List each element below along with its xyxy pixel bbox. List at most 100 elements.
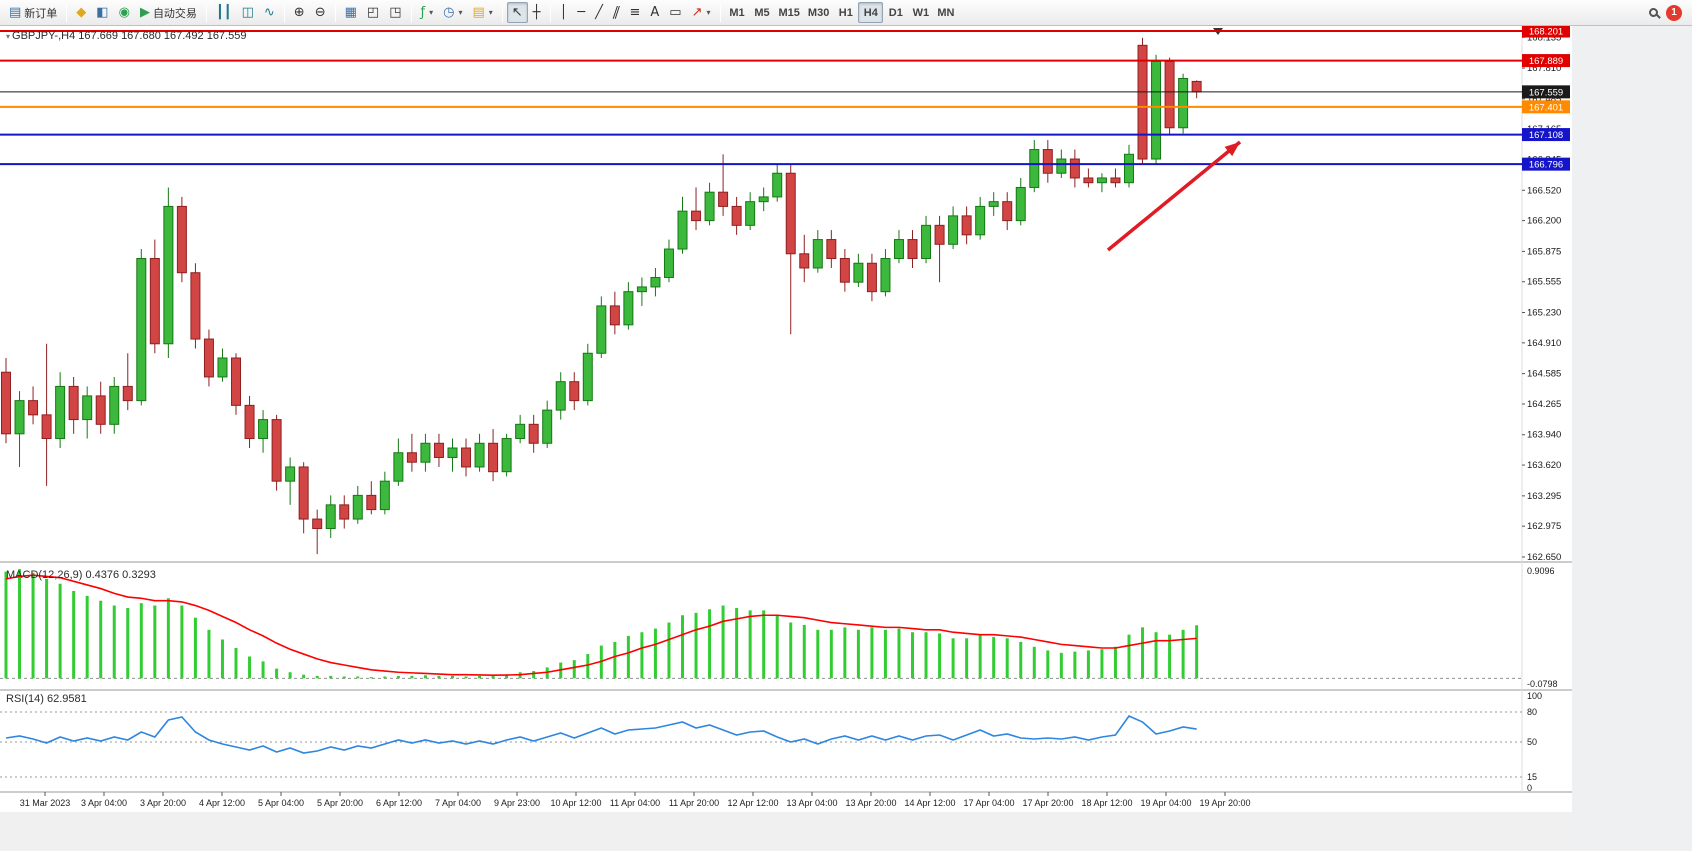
auto-trading-button[interactable]: ▶ 自动交易 <box>135 2 202 23</box>
text-tool-button[interactable]: A <box>645 2 664 23</box>
vertical-line-tool-button[interactable]: │ <box>555 2 573 23</box>
svg-text:165.555: 165.555 <box>1527 277 1561 288</box>
arrows-tool-button[interactable]: ↗ ▾ <box>687 2 716 23</box>
svg-text:6 Apr 12:00: 6 Apr 12:00 <box>376 798 422 808</box>
vertical-line-icon: │ <box>559 5 568 20</box>
text-label-tool-button[interactable]: ▭ <box>664 2 686 23</box>
svg-text:9 Apr 23:00: 9 Apr 23:00 <box>494 798 540 808</box>
svg-text:14 Apr 12:00: 14 Apr 12:00 <box>904 798 955 808</box>
timeframe-mn-button[interactable]: MN <box>937 6 955 19</box>
indicators-button[interactable]: ƒ ▾ <box>416 2 439 23</box>
svg-text:163.295: 163.295 <box>1527 491 1561 502</box>
svg-text:168.201: 168.201 <box>1529 27 1563 38</box>
auto-scroll-icon: ◰ <box>366 5 380 20</box>
toolbar-separator <box>205 3 207 22</box>
data-window-button[interactable]: ◧ <box>91 2 113 23</box>
svg-text:165.875: 165.875 <box>1527 246 1561 257</box>
templates-button[interactable]: ▤ ▾ <box>467 2 497 23</box>
svg-text:165.230: 165.230 <box>1527 308 1561 319</box>
price-badge <box>1522 100 1570 114</box>
hline-167.108[interactable]: 167.108 <box>0 128 1570 142</box>
new-chart-icon: ◆ <box>76 5 87 20</box>
svg-text:3 Apr 20:00: 3 Apr 20:00 <box>140 798 186 808</box>
toolbar-separator <box>549 3 551 22</box>
svg-text:19 Apr 04:00: 19 Apr 04:00 <box>1140 798 1191 808</box>
timeframe-m30-button[interactable]: M30 <box>807 6 830 19</box>
timeframe-m15-button[interactable]: M15 <box>778 6 800 19</box>
horizontal-line-tool-button[interactable]: ─ <box>572 2 590 23</box>
new-order-icon: ▤ <box>9 5 22 20</box>
trendline-tool-button[interactable]: ╱ <box>590 2 608 23</box>
price-badge <box>1522 26 1570 38</box>
trend-arrow[interactable] <box>1106 140 1242 252</box>
svg-text:11 Apr 20:00: 11 Apr 20:00 <box>669 798 719 808</box>
search-icon[interactable] <box>1649 8 1658 17</box>
svg-text:31 Mar 2023: 31 Mar 2023 <box>20 798 71 808</box>
crosshair-tool-button[interactable]: ┼ <box>528 2 546 23</box>
macd-panel: 0.9096 -0.0798 <box>0 566 1558 689</box>
data-window-icon: ◧ <box>96 5 109 20</box>
hline-167.889[interactable]: 167.889 <box>0 54 1570 68</box>
svg-text:166.520: 166.520 <box>1527 185 1561 196</box>
price-badge <box>1522 85 1570 99</box>
bar-chart-icon: ┃┃ <box>215 5 232 20</box>
candlestick-chart-icon: ◫ <box>241 5 254 20</box>
timeframe-w1-button[interactable]: W1 <box>912 6 930 19</box>
hline-168.201[interactable]: 168.201 <box>0 26 1570 38</box>
hline-167.401[interactable]: 167.401 <box>0 100 1570 114</box>
svg-text:167.810: 167.810 <box>1527 63 1561 74</box>
svg-text:163.620: 163.620 <box>1527 460 1561 471</box>
zoom-in-button[interactable]: ⊕ <box>289 2 310 23</box>
cursor-tool-button[interactable]: ↖ <box>506 2 528 23</box>
svg-text:167.108: 167.108 <box>1529 130 1563 141</box>
channel-tool-button[interactable]: ∥ <box>608 2 625 23</box>
tile-windows-button[interactable]: ▦ <box>340 2 362 23</box>
timeframe-m1-button[interactable]: M1 <box>729 6 745 19</box>
svg-text:18 Apr 12:00: 18 Apr 12:00 <box>1081 798 1132 808</box>
svg-text:13 Apr 20:00: 13 Apr 20:00 <box>845 798 896 808</box>
svg-text:7 Apr 04:00: 7 Apr 04:00 <box>435 798 481 808</box>
candlestick-chart-button[interactable]: ◫ <box>237 2 259 23</box>
timeframe-h4-button[interactable]: H4 <box>858 2 884 23</box>
svg-text:167.401: 167.401 <box>1529 102 1563 113</box>
svg-text:50: 50 <box>1527 737 1537 747</box>
macd-signal-line <box>5 574 1197 676</box>
chart-canvas[interactable]: 168.135167.810167.485167.165166.845166.5… <box>0 26 1692 851</box>
svg-text:4 Apr 12:00: 4 Apr 12:00 <box>199 798 245 808</box>
timeframe-h1-button[interactable]: H1 <box>838 6 853 19</box>
status-bar <box>0 812 1572 851</box>
chart-shift-icon: ◳ <box>389 5 402 20</box>
svg-text:5 Apr 04:00: 5 Apr 04:00 <box>258 798 304 808</box>
svg-text:17 Apr 04:00: 17 Apr 04:00 <box>963 798 1014 808</box>
chevron-down-icon: ▾ <box>458 8 463 17</box>
svg-text:-0.0798: -0.0798 <box>1527 679 1558 689</box>
hline-167.559[interactable]: 167.559 <box>0 85 1570 99</box>
hline-166.796[interactable]: 166.796 <box>0 157 1570 171</box>
auto-scroll-button[interactable]: ◰ <box>362 2 384 23</box>
new-chart-button[interactable]: ◆ <box>71 2 91 23</box>
timeframe-d1-button[interactable]: D1 <box>888 6 903 19</box>
new-order-button[interactable]: ▤ 新订单 <box>4 2 62 23</box>
svg-text:17 Apr 20:00: 17 Apr 20:00 <box>1022 798 1073 808</box>
date-axis[interactable]: 31 Mar 2023 3 Apr 04:00 3 Apr 20:00 4 Apr 1… <box>20 792 1251 808</box>
chart-title: ▾ GBPJPY-,H4 167.669 167.680 167.492 167.… <box>6 30 246 42</box>
notification-badge[interactable]: 1 <box>1666 4 1682 21</box>
svg-text:15: 15 <box>1527 772 1537 782</box>
symbol-marker-icon: ▾ <box>6 32 11 41</box>
svg-text:10 Apr 12:00: 10 Apr 12:00 <box>550 798 601 808</box>
community-icon: ◉ <box>118 5 130 20</box>
periods-button[interactable]: ◷ ▾ <box>438 2 467 23</box>
clock-icon: ◷ <box>443 5 455 20</box>
chart-shift-button[interactable]: ◳ <box>384 2 406 23</box>
timeframe-m5-button[interactable]: M5 <box>754 6 770 19</box>
bar-chart-button[interactable]: ┃┃ <box>211 2 237 23</box>
community-button[interactable]: ◉ <box>114 2 135 23</box>
zoom-out-button[interactable]: ⊖ <box>310 2 331 23</box>
svg-text:12 Apr 12:00: 12 Apr 12:00 <box>727 798 778 808</box>
macd-label: MACD(12,26,9) 0.4376 0.3293 <box>6 569 156 581</box>
chevron-down-icon: ▾ <box>429 8 434 17</box>
line-chart-button[interactable]: ∿ <box>259 2 280 23</box>
fibonacci-tool-button[interactable]: ≡ <box>624 2 645 23</box>
toolbar: ▤ 新订单 ◆ ◧ ◉ ▶ 自动交易 ┃┃ ◫ ∿ ⊕ ⊖ ▦ ◰ ◳ ƒ ▾ ◷… <box>0 0 1692 26</box>
auto-trading-label: 自动交易 <box>152 7 197 20</box>
